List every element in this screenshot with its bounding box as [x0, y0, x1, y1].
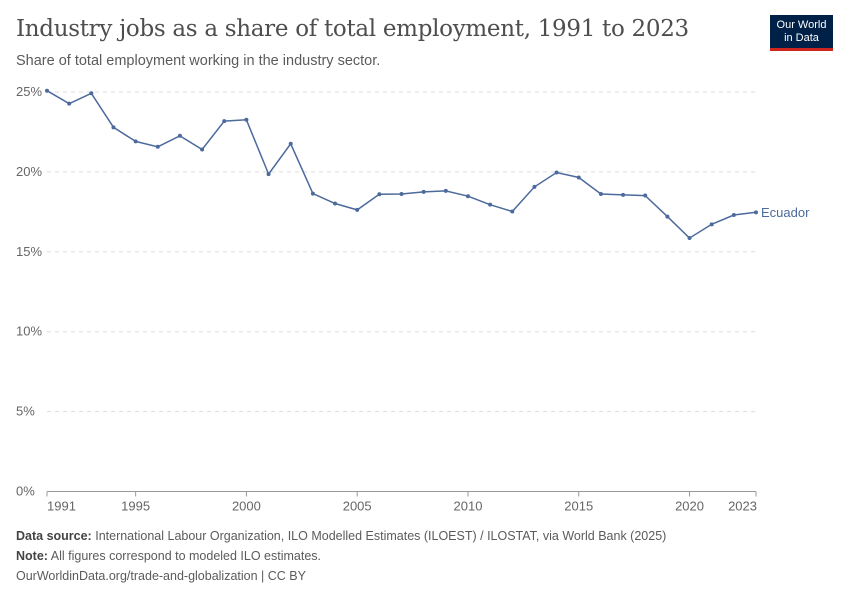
data-point [709, 222, 714, 227]
x-tick-label: 1995 [121, 499, 150, 514]
data-point [665, 214, 670, 219]
series-line [46, 90, 757, 240]
logo-line2: in Data [784, 32, 819, 44]
note-text: All figures correspond to modeled ILO es… [50, 549, 322, 563]
data-point [133, 139, 138, 144]
x-tick-label: 2015 [564, 499, 593, 514]
data-point [421, 189, 426, 194]
data-point [333, 201, 338, 206]
data-point [67, 101, 72, 106]
source-label: Data source: [16, 529, 92, 543]
data-point [510, 209, 515, 214]
data-point [598, 191, 603, 196]
data-point [310, 191, 315, 196]
data-point [200, 147, 205, 152]
data-point [399, 191, 404, 196]
y-tick-label: 20% [16, 164, 42, 179]
source-text: International Labour Organization, ILO M… [95, 529, 667, 543]
data-point [89, 91, 94, 96]
chart-title: Industry jobs as a share of total employ… [16, 16, 689, 42]
logo-line1: Our World [776, 19, 827, 31]
x-tick-label: 2000 [232, 499, 261, 514]
data-point [731, 213, 736, 218]
x-tick-label: 2010 [454, 499, 483, 514]
y-tick-label: 25% [16, 84, 42, 99]
y-tick-label: 10% [16, 324, 42, 339]
chart-subtitle: Share of total employment working in the… [16, 53, 381, 69]
note: Note: All figures correspond to modeled … [16, 549, 321, 563]
data-point [222, 119, 227, 124]
owid-logo[interactable]: Our World in Data [770, 15, 833, 51]
data-source: Data source: International Labour Organi… [16, 529, 666, 543]
note-label: Note: [16, 549, 48, 563]
y-tick-label: 0% [16, 484, 35, 499]
x-tick-label: 1991 [47, 499, 76, 514]
footer-url[interactable]: OurWorldinData.org/trade-and-globalizati… [16, 569, 306, 583]
data-point [155, 144, 160, 149]
x-tick-label: 2005 [343, 499, 372, 514]
data-point [465, 194, 470, 199]
data-point [288, 141, 293, 146]
x-tick-label: 2020 [675, 499, 704, 514]
y-tick-label: 5% [16, 404, 35, 419]
data-point [488, 202, 493, 207]
data-point [443, 188, 448, 193]
data-point [687, 236, 692, 241]
data-point [576, 175, 581, 180]
data-point [377, 192, 382, 197]
data-point [621, 192, 626, 197]
data-point [111, 125, 116, 130]
data-point [266, 172, 271, 177]
data-point [177, 133, 182, 138]
y-tick-label: 15% [16, 244, 42, 259]
series-label: Ecuador [761, 205, 810, 220]
data-point [244, 117, 249, 122]
x-tick-label: 2023 [728, 499, 757, 514]
data-point [45, 88, 49, 93]
data-point [643, 193, 648, 198]
data-point [355, 207, 360, 212]
data-point [532, 184, 537, 189]
data-point [554, 170, 559, 175]
data-point [754, 210, 758, 215]
